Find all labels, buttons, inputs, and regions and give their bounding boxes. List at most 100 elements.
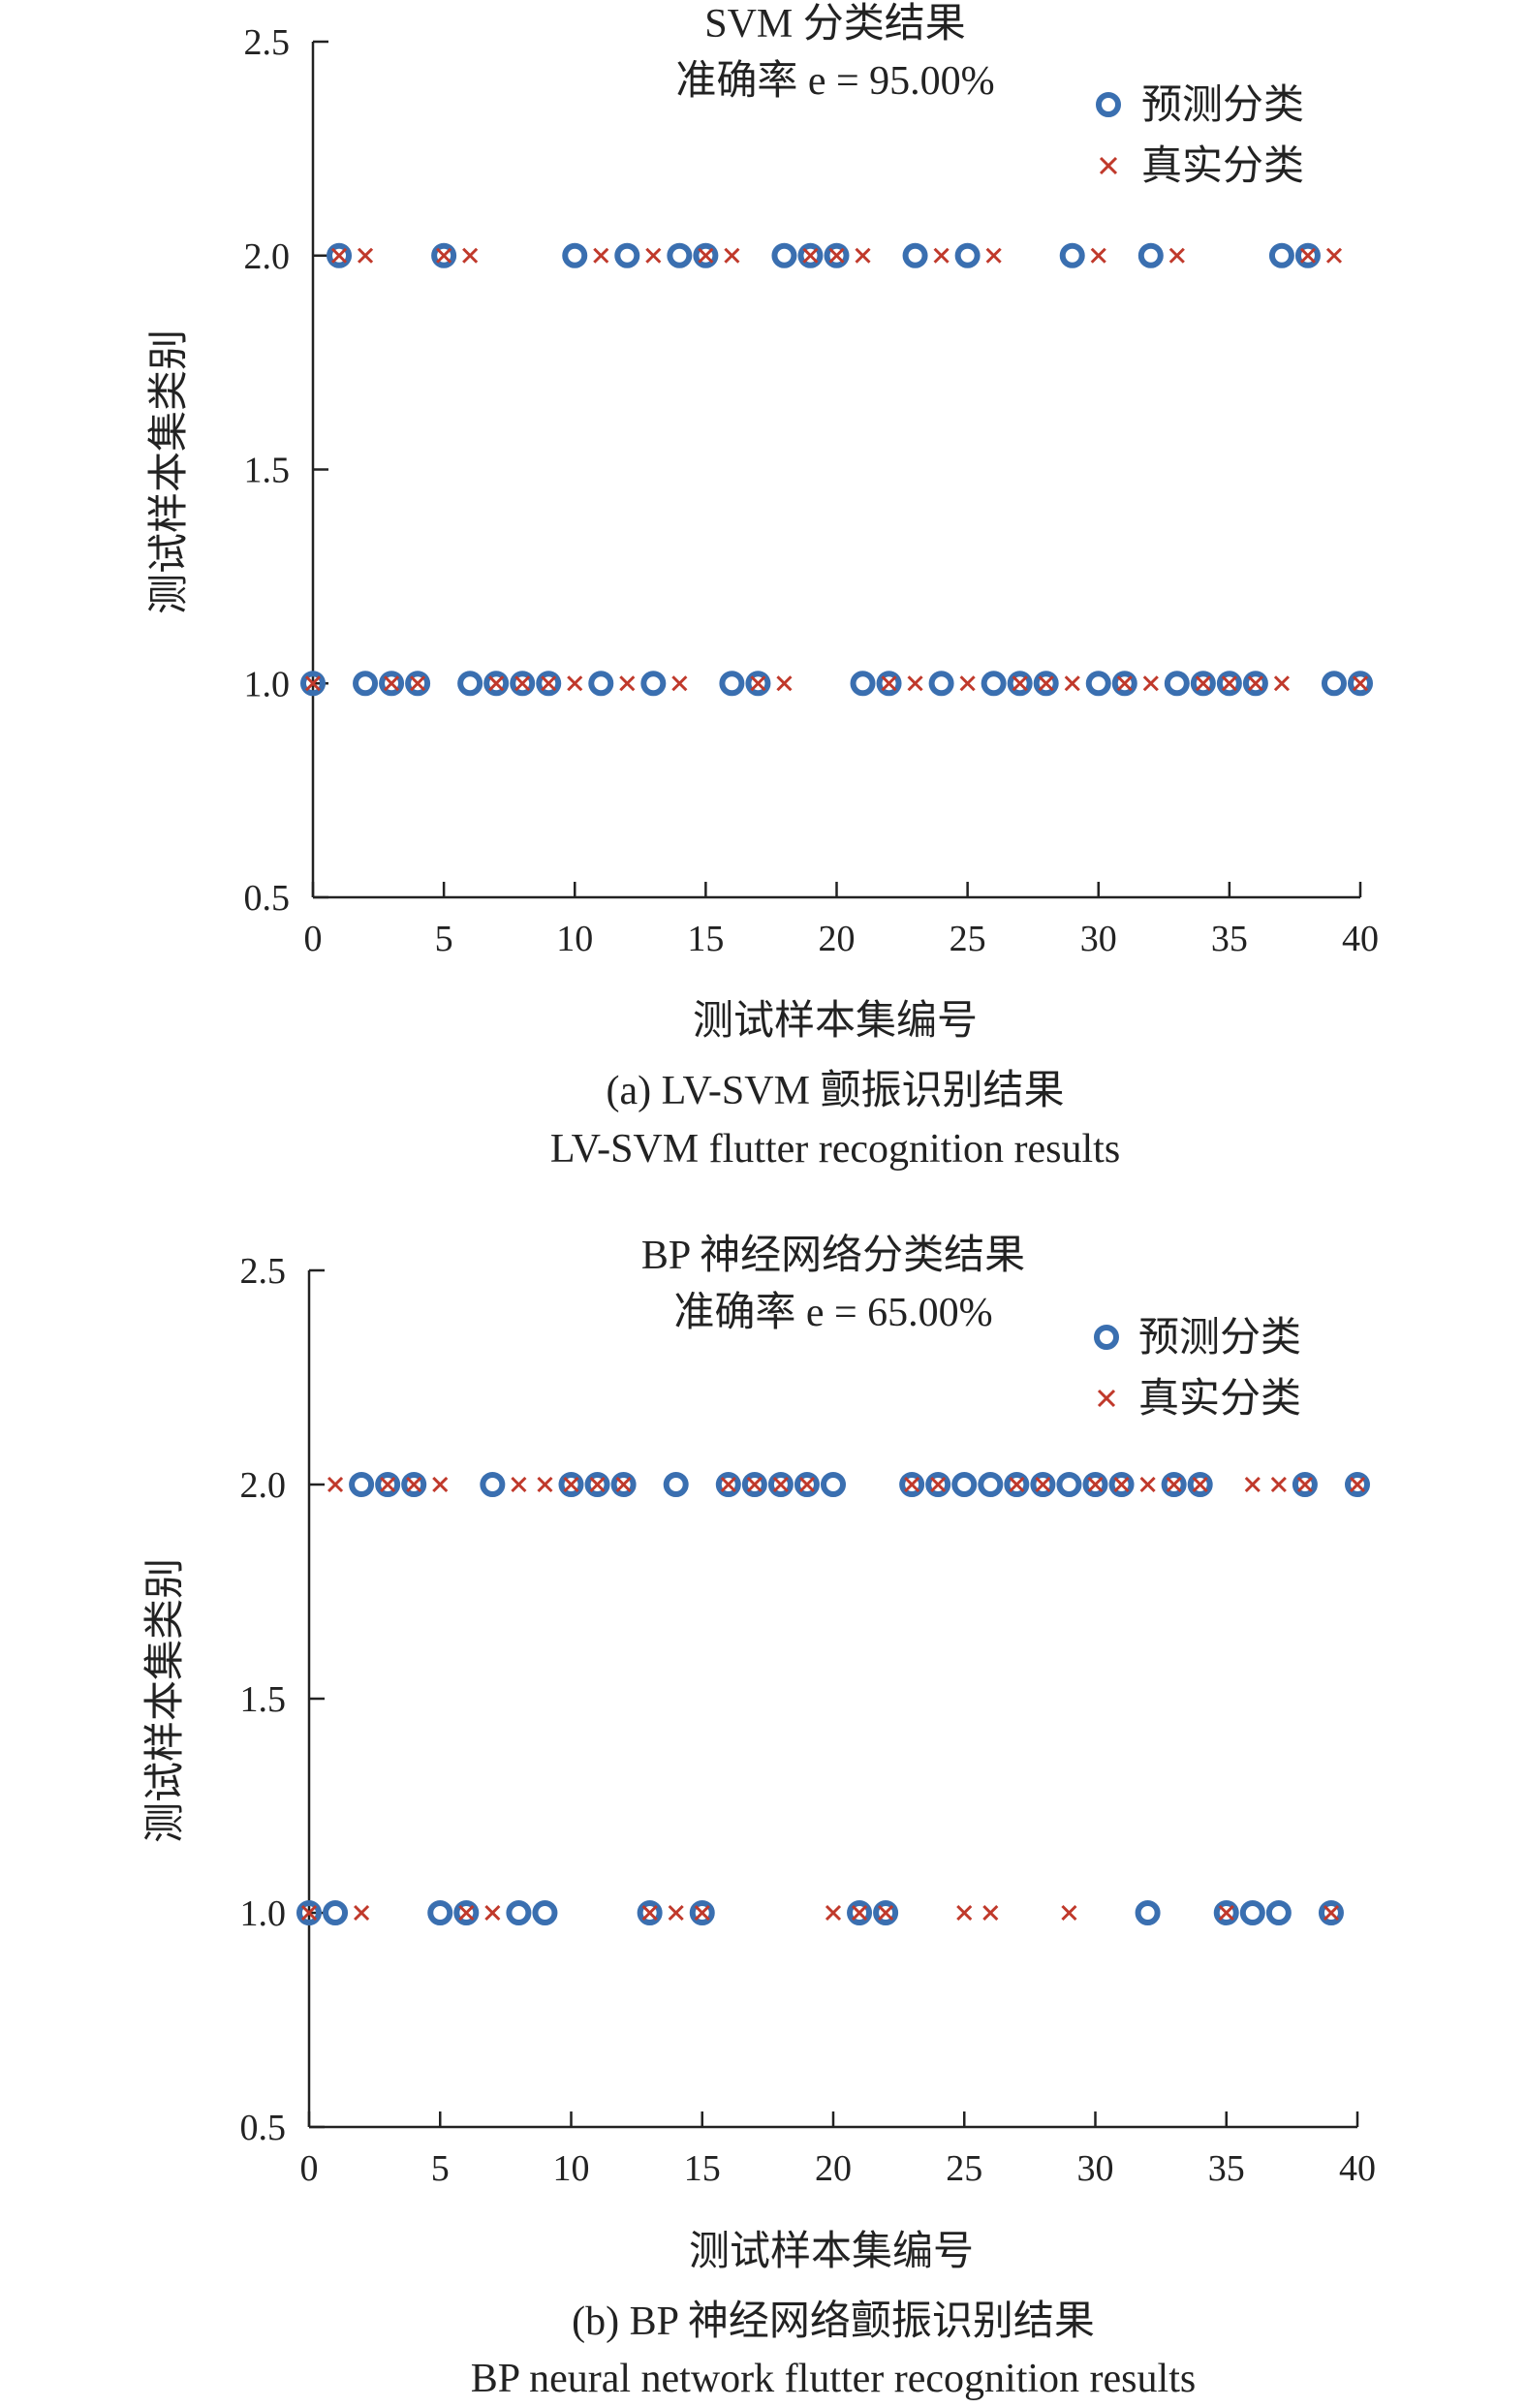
actual-point (458, 1904, 475, 1922)
actual-point (436, 247, 452, 264)
actual-point (1221, 675, 1237, 692)
x-tick-label: 25 (946, 2148, 982, 2189)
predicted-point (1059, 242, 1085, 268)
actual-point (1035, 1476, 1051, 1493)
actual-point (541, 675, 557, 692)
actual-point (1113, 1476, 1130, 1493)
x-tick-label: 30 (1077, 2148, 1114, 2189)
predicted-point (536, 671, 562, 697)
x-tick-label: 10 (553, 2148, 590, 2189)
y-tick-label: 2.5 (244, 22, 291, 63)
actual-point (1299, 247, 1317, 264)
actual-point (881, 675, 897, 692)
panel-a: SVM 分类结果 准确率 e = 95.00% 测试样本集类别 测试样本集编号 … (147, 2, 1379, 1172)
predicted-point (1137, 242, 1164, 268)
predicted-point (693, 242, 719, 268)
actual-point (641, 1904, 658, 1922)
x-tick-label: 20 (819, 919, 856, 959)
predicted-point (767, 1472, 794, 1497)
actual-point (330, 247, 348, 264)
actual-point (488, 675, 505, 692)
actual-point (1116, 675, 1133, 692)
x-tick-label: 40 (1339, 2148, 1376, 2189)
predicted-point (821, 1472, 846, 1497)
predicted-series (300, 242, 1373, 697)
y-tick-label: 1.5 (244, 451, 291, 491)
predicted-point (667, 242, 693, 268)
x-tick-label: 15 (687, 919, 724, 959)
actual-point (1244, 1476, 1261, 1493)
chart-title: SVM 分类结果 (704, 2, 966, 47)
legend-label-actual: 真实分类 (1141, 143, 1304, 189)
predicted-point (663, 1472, 689, 1497)
x-tick-label: 5 (431, 2148, 450, 2189)
predicted-point (637, 1900, 663, 1925)
predicted-point (510, 671, 536, 697)
actual-point (1061, 1904, 1077, 1922)
predicted-point (873, 1900, 899, 1925)
y-tick-label: 2.0 (244, 236, 291, 277)
caption-line2: BP neural network flutter recognition re… (471, 2357, 1196, 2401)
x-axis-label: 测试样本集编号 (693, 999, 978, 1044)
actual-point (855, 247, 871, 264)
predicted-point (951, 1472, 978, 1497)
predicted-point (323, 1900, 349, 1925)
predicted-point (925, 1472, 951, 1497)
x-axis-label: 测试样本集编号 (689, 2230, 974, 2274)
chart-title: BP 神经网络分类结果 (641, 1233, 1025, 1278)
predicted-point (1265, 1900, 1292, 1925)
predicted-point (1082, 1472, 1108, 1497)
x-tick-label: 10 (556, 919, 593, 959)
actual-point (982, 1904, 999, 1922)
x-tick-label: 5 (435, 919, 453, 959)
predicted-point (1239, 1900, 1265, 1925)
predicted-point (558, 1472, 584, 1497)
predicted-point (296, 1900, 322, 1925)
predicted-point (453, 1900, 480, 1925)
predicted-point (353, 671, 379, 697)
legend-x-marker (1099, 156, 1118, 175)
actual-point (720, 1476, 736, 1493)
y-axis-label: 测试样本集类别 (143, 1558, 188, 1843)
actual-point (514, 675, 531, 692)
actual-point (645, 247, 662, 264)
actual-point (772, 1476, 789, 1493)
panel-b: BP 神经网络分类结果 准确率 e = 65.00% 测试样本集类别 测试样本集… (143, 1233, 1376, 2401)
predicted-point (719, 671, 745, 697)
actual-point (724, 247, 740, 264)
predicted-point (1268, 242, 1294, 268)
predicted-point (1345, 1472, 1370, 1497)
actual-point (959, 675, 976, 692)
actual-point (668, 1904, 684, 1922)
legend-label-actual: 真实分类 (1138, 1376, 1301, 1422)
predicted-point (1348, 671, 1373, 697)
actual-point (956, 1904, 973, 1922)
actual-point (410, 675, 426, 692)
predicted-point (483, 671, 510, 697)
predicted-point (954, 242, 981, 268)
actual-point (1323, 1904, 1340, 1922)
actual-point (985, 247, 1002, 264)
actual-point (537, 1476, 553, 1493)
actual-point (1012, 675, 1028, 692)
legend-x-marker (1097, 1389, 1116, 1408)
x-tick-label: 20 (815, 2148, 852, 2189)
x-tick-label: 25 (950, 919, 986, 959)
predicted-point (349, 1472, 375, 1497)
predicted-point (899, 1472, 925, 1497)
predicted-point (928, 671, 954, 697)
legend-circle-marker (1096, 92, 1121, 117)
predicted-point (1108, 1472, 1135, 1497)
caption-line2: LV-SVM flutter recognition results (550, 1127, 1120, 1172)
actual-point (907, 675, 923, 692)
actual-point (694, 1904, 710, 1922)
predicted-point (1213, 1900, 1239, 1925)
actual-point (825, 1904, 842, 1922)
predicted-point (876, 671, 902, 697)
x-tick-label: 0 (300, 2148, 319, 2189)
predicted-point (431, 242, 457, 268)
predicted-point (1056, 1472, 1082, 1497)
predicted-point (771, 242, 797, 268)
predicted-point (745, 671, 771, 697)
predicted-point (562, 242, 588, 268)
